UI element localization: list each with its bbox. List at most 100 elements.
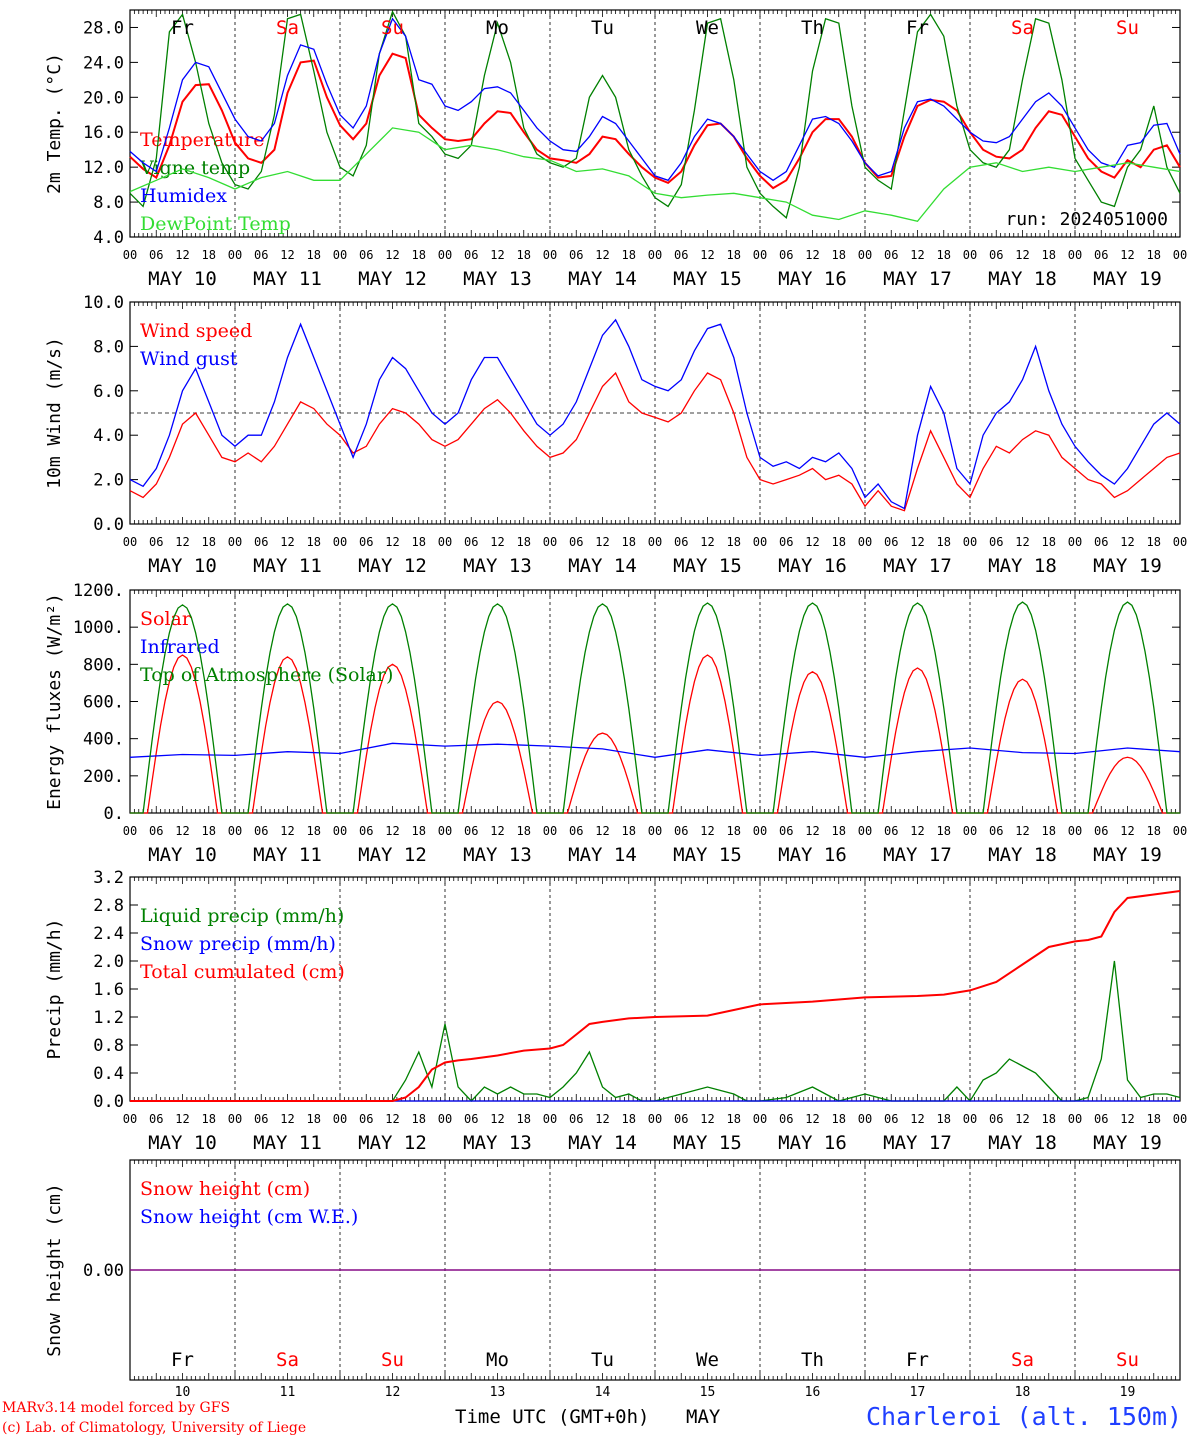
- hour-label: 18: [1042, 248, 1056, 262]
- day-of-week-label: Mo: [486, 1349, 509, 1371]
- y-tick-label: 600.: [83, 693, 124, 713]
- day-of-week-label: Fr: [906, 17, 929, 39]
- day-of-week-label: Tu: [591, 1349, 614, 1371]
- day-of-week-label: We: [696, 17, 719, 39]
- y-axis-title: 10m Wind (m/s): [44, 337, 65, 489]
- y-tick-label: 2.4: [93, 924, 124, 944]
- hour-label: 18: [1042, 824, 1056, 838]
- date-label: MAY 18: [988, 1132, 1057, 1154]
- hour-label: 18: [202, 1112, 216, 1126]
- legend-entry: Vigne temp: [139, 157, 250, 179]
- date-label: MAY 11: [253, 268, 322, 290]
- day-number-label: 11: [280, 1385, 296, 1400]
- date-label: MAY 15: [673, 555, 742, 577]
- lab-credit: (c) Lab. of Climatology, University of L…: [2, 1420, 307, 1436]
- hour-label: 00: [753, 1112, 767, 1126]
- date-label: MAY 17: [883, 844, 952, 866]
- hour-label: 06: [569, 248, 583, 262]
- hour-label: 06: [149, 824, 163, 838]
- legend-entry: Temperature: [140, 129, 264, 151]
- hour-label: 18: [832, 824, 846, 838]
- hour-label: 18: [832, 248, 846, 262]
- series-line-wind-speed: [129, 371, 1181, 512]
- y-tick-label: 0.8: [93, 1036, 124, 1056]
- hour-label: 06: [674, 1112, 688, 1126]
- hour-label: 18: [517, 535, 531, 549]
- date-label: MAY 11: [253, 1132, 322, 1154]
- day-of-week-label: Su: [381, 1349, 404, 1371]
- day-of-week-label: Fr: [906, 1349, 929, 1371]
- hour-label: 00: [858, 1112, 872, 1126]
- date-label: MAY 18: [988, 555, 1057, 577]
- legend-entry: Wind gust: [140, 348, 238, 370]
- hour-label: 12: [385, 824, 399, 838]
- hour-label: 18: [937, 248, 951, 262]
- hour-label: 06: [779, 535, 793, 549]
- hour-label: 06: [779, 824, 793, 838]
- hour-label: 12: [595, 824, 609, 838]
- day-of-week-label: Su: [1116, 1349, 1139, 1371]
- hour-label: 06: [1094, 248, 1108, 262]
- hour-label: 06: [254, 248, 268, 262]
- plot-frame: [129, 589, 1181, 814]
- day-number-label: 17: [910, 1385, 926, 1400]
- hour-label: 06: [464, 824, 478, 838]
- hour-label: 06: [464, 535, 478, 549]
- hour-label: 12: [1120, 535, 1134, 549]
- date-label: MAY 14: [568, 1132, 637, 1154]
- hour-label: 00: [1173, 824, 1187, 838]
- date-label: MAY 15: [673, 1132, 742, 1154]
- y-tick-label: 800.: [83, 655, 124, 675]
- hour-label: 00: [1173, 248, 1187, 262]
- day-of-week-label: Tu: [591, 17, 614, 39]
- day-number-label: 13: [490, 1385, 506, 1400]
- hour-label: 06: [884, 248, 898, 262]
- hour-label: 06: [359, 824, 373, 838]
- y-tick-label: 2.8: [93, 896, 124, 916]
- hour-label: 00: [1068, 824, 1082, 838]
- hour-label: 06: [359, 535, 373, 549]
- date-label: MAY 10: [148, 1132, 217, 1154]
- hour-label: 00: [963, 535, 977, 549]
- hour-label: 12: [1015, 1112, 1029, 1126]
- hour-label: 12: [1015, 248, 1029, 262]
- y-tick-label: 400.: [83, 730, 124, 750]
- date-label: MAY 16: [778, 1132, 847, 1154]
- hour-label: 12: [385, 248, 399, 262]
- hour-label: 18: [202, 248, 216, 262]
- day-number-label: 16: [805, 1385, 821, 1400]
- hour-label: 00: [543, 824, 557, 838]
- hour-label: 00: [228, 248, 242, 262]
- hour-label: 06: [464, 248, 478, 262]
- date-label: MAY 15: [673, 844, 742, 866]
- hour-label: 00: [438, 248, 452, 262]
- hour-label: 18: [307, 535, 321, 549]
- hour-label: 18: [517, 824, 531, 838]
- date-label: MAY 17: [883, 555, 952, 577]
- date-label: MAY 11: [253, 844, 322, 866]
- hour-label: 12: [595, 1112, 609, 1126]
- date-label: MAY 13: [463, 1132, 532, 1154]
- date-label: MAY 15: [673, 268, 742, 290]
- day-number-label: 14: [595, 1385, 611, 1400]
- date-label: MAY 16: [778, 555, 847, 577]
- hour-label: 18: [937, 824, 951, 838]
- hour-label: 00: [648, 1112, 662, 1126]
- hour-label: 00: [543, 248, 557, 262]
- hour-label: 18: [727, 824, 741, 838]
- hour-label: 12: [700, 824, 714, 838]
- series-line-total-cumulated-cm-: [130, 890, 1181, 1102]
- y-tick-label: 1.2: [93, 1008, 124, 1028]
- y-axis-title: Energy fluxes (W/m²): [44, 593, 65, 810]
- hour-label: 06: [569, 535, 583, 549]
- y-axis-title: Snow height (cm): [44, 1183, 65, 1356]
- series-line-vigne-temp: [129, 10, 1181, 219]
- date-label: MAY 11: [253, 555, 322, 577]
- hour-label: 00: [753, 248, 767, 262]
- hour-label: 06: [149, 248, 163, 262]
- y-axis-title: 2m Temp. (°C): [44, 53, 65, 194]
- y-tick-label: 2.0: [93, 952, 124, 972]
- day-of-week-label: Mo: [486, 17, 509, 39]
- hour-label: 18: [832, 1112, 846, 1126]
- y-tick-label: 0.00: [83, 1261, 124, 1281]
